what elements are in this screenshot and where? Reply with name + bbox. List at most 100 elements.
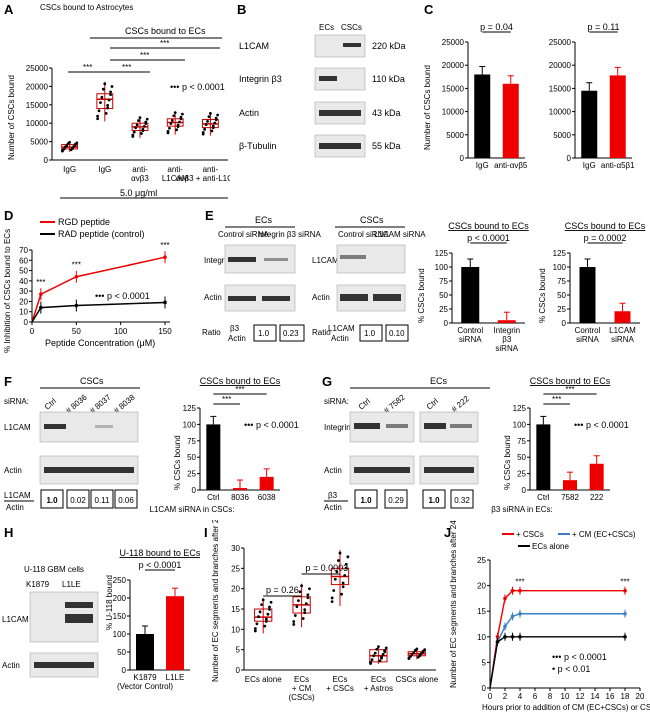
panel-label-i: I — [204, 525, 208, 540]
data-point — [303, 608, 307, 611]
data-point — [166, 129, 170, 133]
y-tick-label: 0 — [236, 666, 241, 675]
p-value: p < 0.0001 — [467, 233, 510, 243]
data-point — [179, 115, 183, 119]
legend-label: + CM (EC+CSCs) — [572, 530, 636, 539]
e-ratio-num-cscs: L1CAM — [328, 324, 355, 333]
j-chart: 0 5 10 15 20 25 0 2 4 6 8 10 12 14 16 18 20 *** *** + CSCs +… — [477, 530, 650, 712]
category-label: 8036 — [231, 493, 249, 502]
category-label: 6038 — [258, 493, 276, 502]
data-point — [138, 116, 142, 120]
p-value: p = 0.0002 — [584, 233, 627, 243]
g-sirna-label: siRNA: — [324, 397, 349, 406]
data-point — [110, 85, 114, 88]
data-point — [337, 559, 340, 562]
data-point — [383, 649, 387, 652]
a-yticks: 0 5000 10000 15000 20000 25000 — [26, 64, 52, 165]
ratio-box — [66, 489, 90, 509]
data-point — [137, 119, 140, 122]
chart-title: U-118 bound to ECs — [120, 548, 200, 558]
data-point — [268, 605, 271, 609]
y-tick-label: 100 — [113, 630, 127, 639]
data-point — [104, 112, 108, 115]
g-row1: Integrin β3 — [324, 423, 363, 432]
f-ylabel: % CSCs bound — [173, 435, 182, 490]
data-point — [168, 126, 171, 130]
panel-a-chart: CSCs bound to Astrocytes CSCs bound to E… — [7, 3, 230, 199]
y-tick-label: 15000 — [442, 84, 465, 93]
ratio-box — [354, 489, 378, 509]
y-tick-label: 250 — [113, 576, 127, 585]
y-tick-label: 20 — [19, 297, 28, 306]
data-point — [381, 653, 385, 656]
data-point — [203, 127, 207, 131]
b-blot — [314, 67, 366, 91]
g-chart: 0 25 50 75 100 125 Ctrl 7582 222 CSCs bound to EC… — [491, 376, 629, 514]
category-label: L1LE — [166, 673, 185, 682]
data-point — [263, 624, 267, 628]
e-ratio-ecs-1: 1.0 — [258, 329, 270, 338]
e-ecs-actin1 — [228, 296, 256, 301]
data-point — [416, 655, 420, 659]
sig-star: *** — [222, 395, 231, 404]
y-tick-label: 125 — [435, 249, 449, 258]
ratio-value: 0.29 — [388, 496, 404, 505]
a-header-right: CSCs bound to ECs — [125, 26, 206, 36]
a-category-label: anti- — [132, 165, 148, 174]
b-blot — [314, 34, 366, 58]
category-label: ECs — [371, 675, 386, 684]
data-point — [63, 145, 67, 149]
series-line — [489, 613, 625, 689]
category-label: IgG — [476, 161, 489, 170]
y-tick-label: 0 — [122, 666, 127, 675]
y-tick-label: 10000 — [549, 108, 572, 117]
data-point — [97, 109, 101, 113]
y-tick-label: 30 — [19, 287, 28, 296]
col-label: Ctrl — [43, 396, 58, 411]
f-chart: 0 25 50 75 100 125 Ctrl 8036 6038 CSCs bound to E… — [150, 376, 299, 514]
a-ylabel: Number of CSCs bound — [7, 75, 16, 160]
y-tick-label: 25 — [517, 470, 526, 479]
y-tick-label: 20 — [231, 585, 240, 594]
a-footer: 5.0 μg/ml — [120, 188, 157, 198]
e-ratio-den-ecs: Actin — [228, 334, 246, 343]
g-ratio-den: Actin — [324, 503, 342, 512]
data-point — [73, 142, 77, 146]
data-point — [255, 622, 259, 626]
bar — [136, 634, 154, 670]
e-ratio-den-cscs: Actin — [331, 334, 349, 343]
x-tick-label: 18 — [621, 692, 630, 701]
category-label: siRNA — [576, 335, 599, 344]
data-point — [172, 114, 176, 118]
category-label: Ctrl — [537, 493, 550, 502]
ratio-value: 0.02 — [70, 496, 86, 505]
chart-title: CSCs bound to ECs — [200, 376, 281, 386]
y-tick-label: 70 — [19, 246, 28, 255]
panel-e: ECs Control siRNA Integrin β3 siRNA Inte… — [202, 215, 646, 353]
g-band-ctrl2 — [424, 423, 446, 429]
y-tick-label: 150 — [113, 612, 127, 621]
data-point — [173, 111, 177, 115]
sig-star: *** — [552, 395, 561, 404]
y-tick-label: 5000 — [446, 131, 464, 140]
panel-b-blot: ECs CSCs L1CAM 220 kDa Integrin β3 110 kDa A… — [239, 23, 406, 158]
series-line — [31, 301, 166, 323]
category-label: siRNA — [459, 335, 482, 344]
svg-text:***: *** — [83, 63, 92, 72]
data-point — [261, 598, 265, 602]
bar — [206, 424, 221, 490]
e-ylabel-1: % CSCs bound — [417, 268, 426, 323]
d-series: *** *** *** — [31, 241, 170, 323]
a-pvalue: ••• p < 0.0001 — [170, 82, 225, 92]
e-ratio-cscs-1: 1.0 — [364, 329, 376, 338]
e-ratio-label: Ratio — [202, 328, 221, 337]
data-point — [372, 654, 376, 658]
y-tick-label: 100 — [435, 263, 449, 272]
category-label: 7582 — [561, 493, 579, 502]
y-tick-label: 0 — [192, 486, 197, 495]
data-point — [211, 124, 215, 128]
e-row1-ecs: Integrin β3 — [204, 256, 243, 265]
p-value: p = 0.0003 — [305, 563, 348, 573]
data-point — [260, 603, 264, 607]
